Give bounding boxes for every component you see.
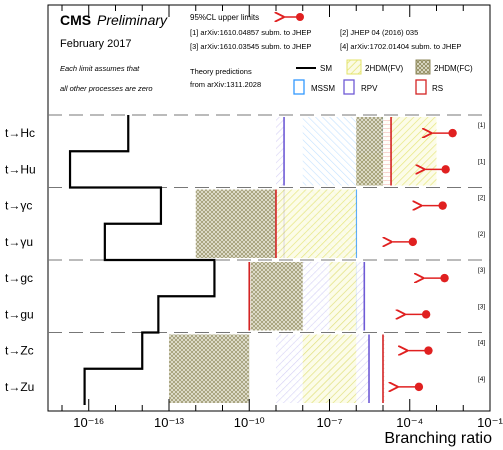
svg-text:MSSM: MSSM <box>311 84 335 93</box>
reference-labels: [1] [1] [2] [2] [3] [3] [4] [4] <box>478 122 485 383</box>
category-label-3: t→γu <box>5 235 33 249</box>
band-rs-0 <box>382 117 392 186</box>
x-axis-ticks: 10⁻¹⁶ 10⁻¹³ 10⁻¹⁰ 10⁻⁷ 10⁻⁴ 10⁻¹ <box>61 5 503 430</box>
limit-markers <box>391 129 457 391</box>
legend-sm: SM <box>296 64 332 73</box>
reference-label-3: [2] <box>478 231 485 238</box>
legend-2hdm-fv: 2HDM(FV) <box>346 59 404 75</box>
band-2hdm-fc-4 <box>249 262 303 331</box>
svg-text:RPV: RPV <box>361 84 378 93</box>
note-line-2: all other processes are zero <box>60 84 153 93</box>
date-label: February 2017 <box>60 38 132 50</box>
status-label: Preliminary <box>97 12 168 28</box>
svg-text:SM: SM <box>320 64 332 73</box>
tick-label-0: 10⁻¹⁶ <box>73 415 104 430</box>
reference-label-1: [1] <box>478 158 485 165</box>
limit-marker-6 <box>424 346 433 355</box>
reference-label-7: [4] <box>478 376 485 383</box>
legend-ref-4: [4] arXiv:1702.01404 subm. to JHEP <box>340 42 461 51</box>
band-rpv-0 <box>275 117 285 186</box>
plot-frame <box>47 4 491 412</box>
band-2hdm-fc-0 <box>356 117 383 186</box>
sm-prediction-line <box>68 115 216 405</box>
band-2hdm-fv-6 <box>302 334 357 403</box>
legend-2hdm-fc: 2HDM(FC) <box>415 59 473 75</box>
category-label-2: t→γc <box>5 199 32 213</box>
legend-limit-label: 95%CL upper limits <box>190 13 259 22</box>
legend-ref-2: [2] JHEP 04 (2016) 035 <box>340 28 418 37</box>
sm-step-path <box>68 115 216 405</box>
theory-bands <box>168 117 437 403</box>
limit-marker-2 <box>438 201 447 210</box>
experiment-label: CMS <box>60 12 91 28</box>
limit-marker-3 <box>408 237 417 247</box>
reference-label-4: [3] <box>478 267 485 274</box>
legend-mssm: MSSM <box>293 79 335 95</box>
band-2hdm-fc-6 <box>168 334 250 403</box>
band-2hdm-fv-4 <box>329 262 357 331</box>
reference-label-2: [2] <box>478 195 485 202</box>
legend-ref-1: [1] arXiv:1610.04857 subm. to JHEP <box>190 28 311 37</box>
limit-marker-7 <box>414 382 424 392</box>
x-axis-label: Branching ratio <box>384 430 492 447</box>
tick-label-3: 10⁻⁷ <box>316 415 342 430</box>
tick-label-4: 10⁻⁴ <box>396 415 423 430</box>
band-2hdm-fc-2 <box>195 189 276 258</box>
category-label-6: t→Zc <box>5 344 34 358</box>
limit-marker-4 <box>440 273 449 283</box>
band-2hdm-fv-2 <box>275 189 357 258</box>
tick-label-5: 10⁻¹ <box>477 415 503 430</box>
legend-rpv: RPV <box>343 79 378 95</box>
category-label-5: t→gu <box>5 307 34 321</box>
category-label-4: t→gc <box>5 271 33 285</box>
svg-text:2HDM(FC): 2HDM(FC) <box>434 64 473 73</box>
limit-marker-1 <box>441 165 450 174</box>
category-labels: t→Hc t→Hu t→γc t→γu t→gc t→gu t→Zc t→Zu <box>5 126 36 394</box>
reference-label-5: [3] <box>478 303 485 310</box>
svg-text:RS: RS <box>432 84 443 93</box>
legend-limit-marker <box>296 13 304 21</box>
tick-label-1: 10⁻¹³ <box>154 415 185 430</box>
category-label-0: t→Hc <box>5 126 35 140</box>
reference-label-6: [4] <box>478 340 485 347</box>
limit-marker-0 <box>448 128 457 138</box>
svg-text:2HDM(FV): 2HDM(FV) <box>365 64 404 73</box>
limit-marker-5 <box>421 310 431 319</box>
reference-label-0: [1] <box>478 122 485 129</box>
legend-rs: RS <box>415 79 443 95</box>
legend-theory-1: Theory predictions <box>190 67 252 76</box>
category-label-7: t→Zu <box>5 380 34 394</box>
tick-label-2: 10⁻¹⁰ <box>234 415 265 430</box>
legend-ref-3: [3] arXiv:1610.03545 subm. to JHEP <box>190 42 311 51</box>
category-label-1: t→Hu <box>5 162 36 176</box>
legend-theory-2: from arXiv:1311.2028 <box>190 80 261 89</box>
note-line-1: Each limit assumes that <box>60 64 140 73</box>
